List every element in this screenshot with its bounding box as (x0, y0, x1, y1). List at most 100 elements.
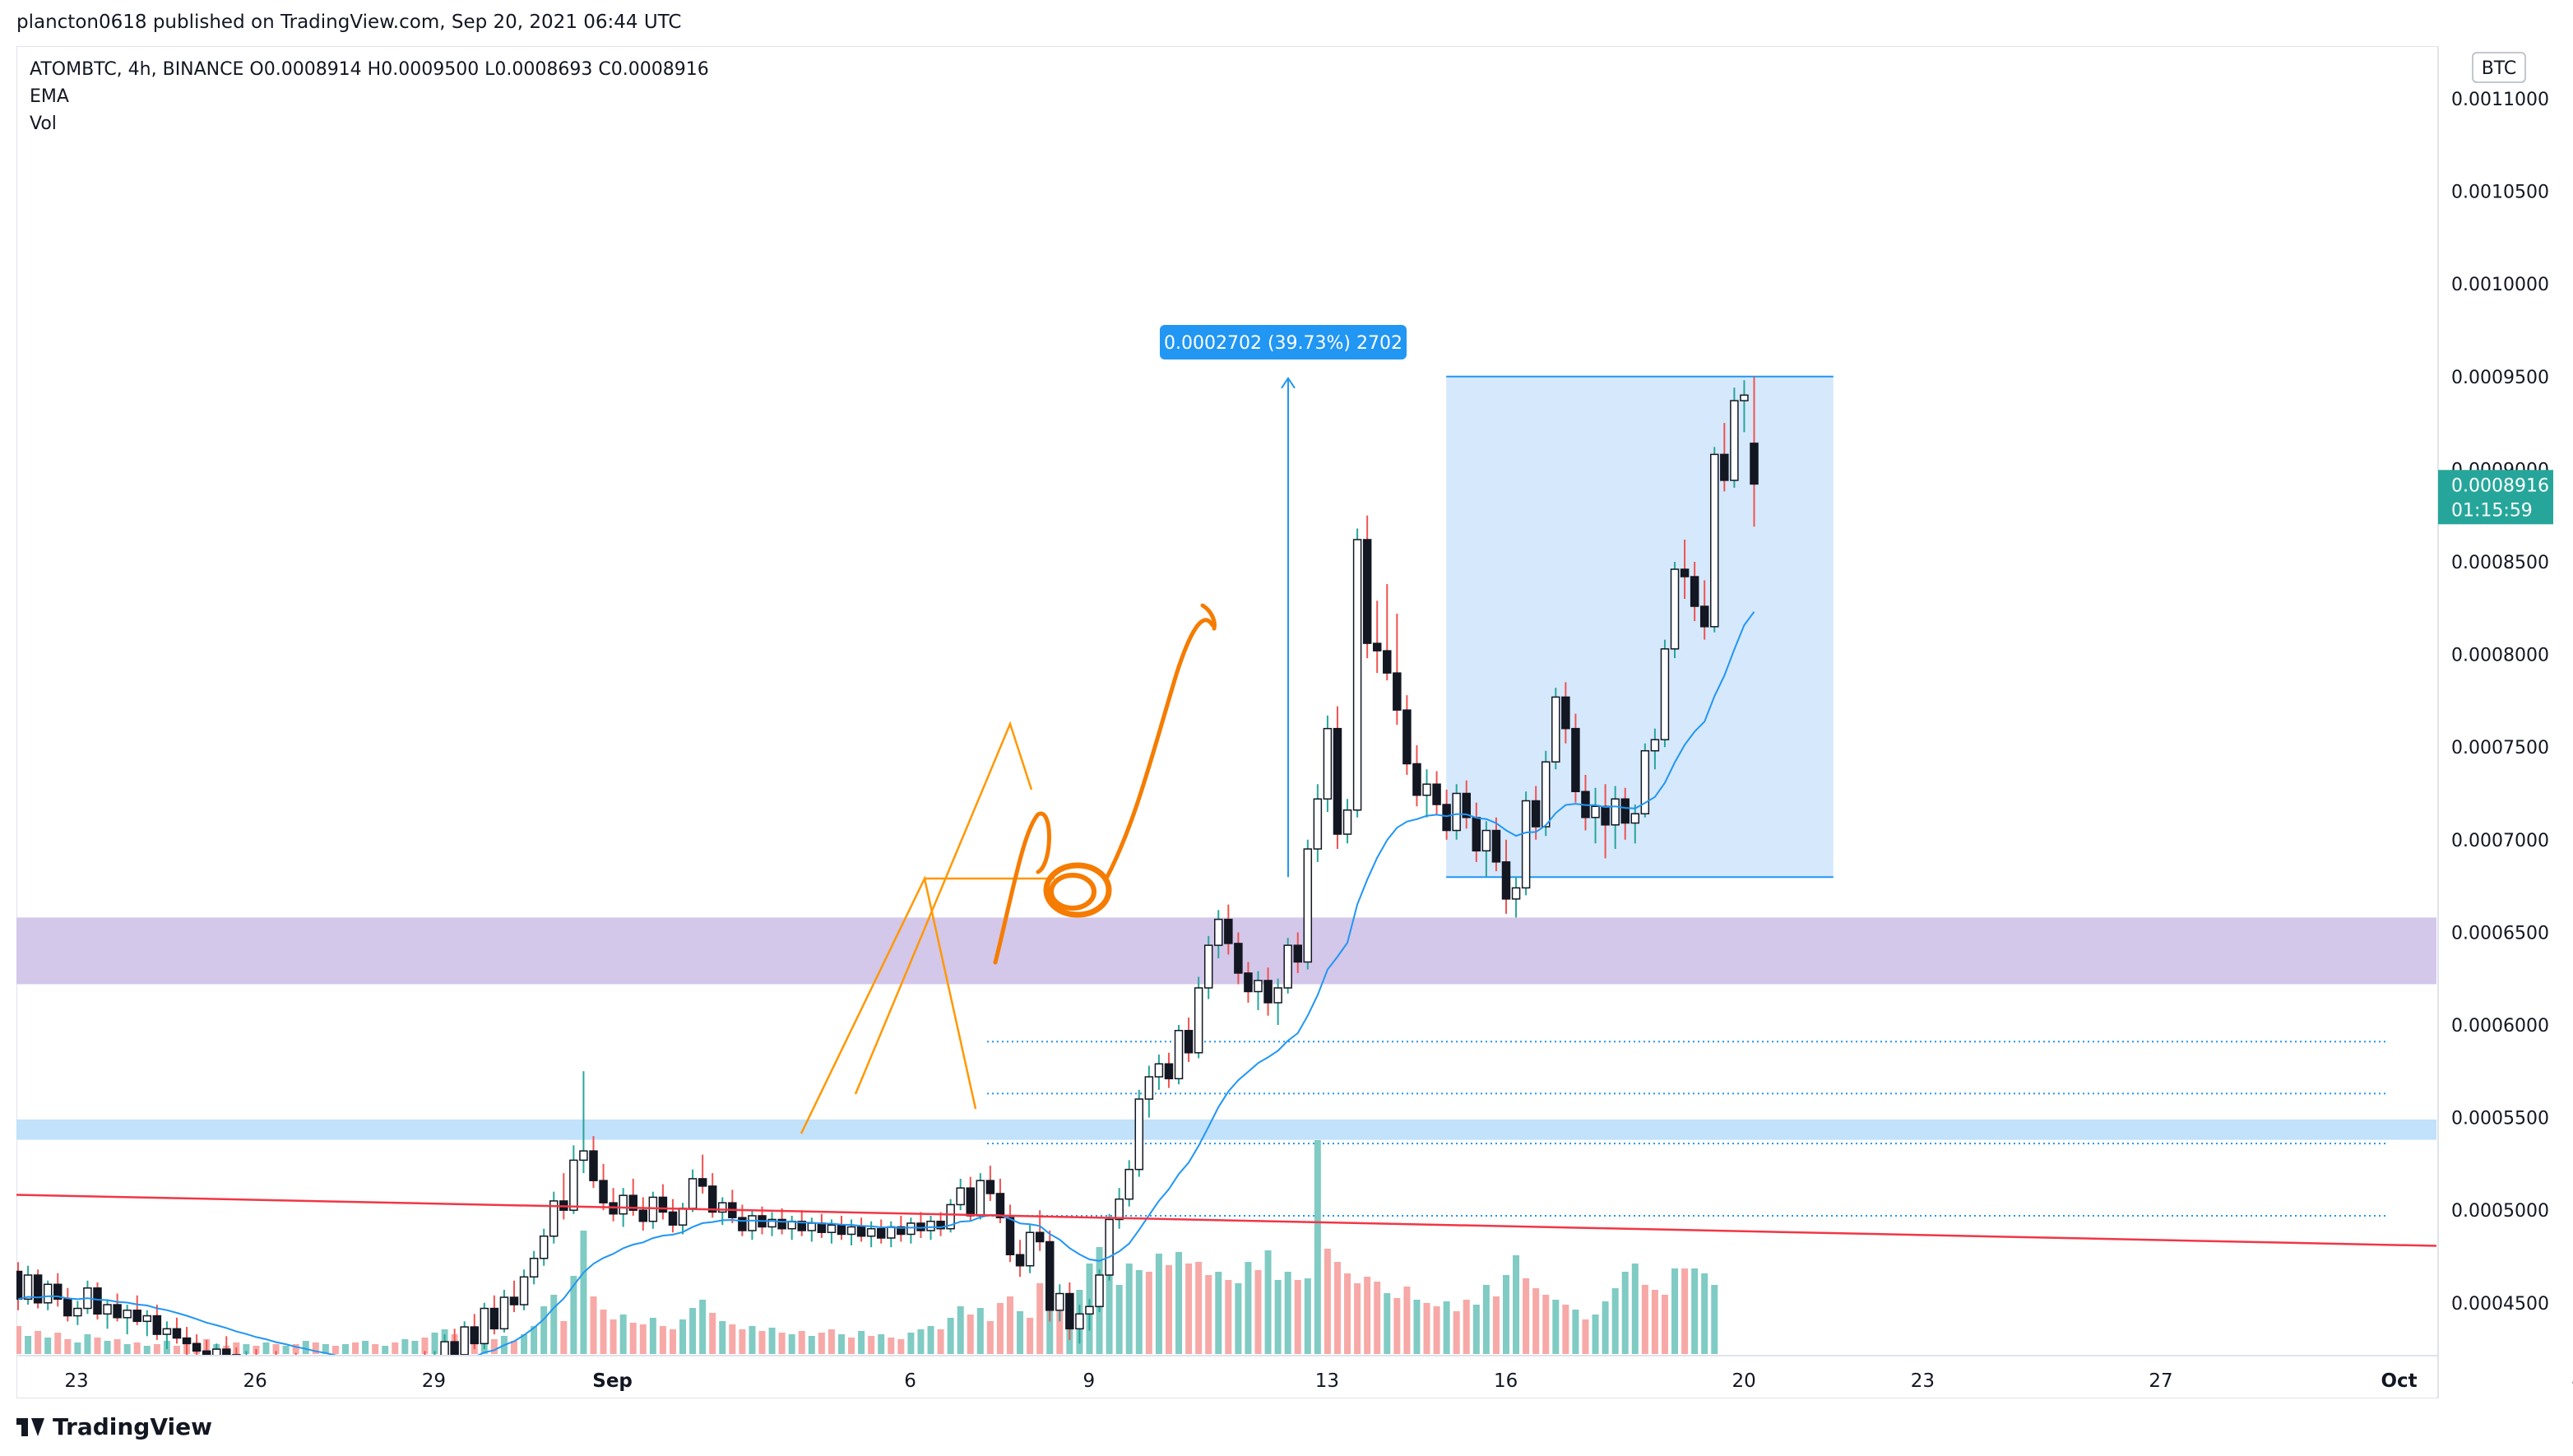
candle (529, 1250, 539, 1285)
candle-body (1710, 453, 1719, 628)
volume-bar (262, 1342, 270, 1354)
candle-body (43, 1283, 53, 1304)
candle (1025, 1225, 1035, 1273)
candle (728, 1189, 737, 1223)
candle-body (1501, 861, 1511, 900)
candle (1699, 580, 1709, 640)
currency-badge-text: BTC (2482, 58, 2517, 79)
candle-body (499, 1296, 509, 1330)
candle-body (887, 1226, 896, 1239)
volume-indicator-label[interactable]: Vol (30, 114, 57, 134)
candle-body (1591, 805, 1600, 818)
candle-body (23, 1274, 33, 1301)
candle-body (1124, 1168, 1134, 1200)
volume-bar (709, 1313, 716, 1354)
volume-bar (1324, 1249, 1331, 1354)
orange-circle (1043, 862, 1112, 918)
volume-bar (1185, 1264, 1193, 1354)
candle-body (1660, 648, 1670, 740)
candle-body (1630, 813, 1640, 824)
x-tick-label: 26 (243, 1370, 267, 1392)
candle (1362, 515, 1372, 659)
candle-body (243, 1358, 250, 1364)
candle (698, 1154, 707, 1194)
volume-bar (1492, 1296, 1500, 1354)
candle (253, 1349, 260, 1366)
volume-bar (629, 1323, 637, 1354)
candle-body (1263, 980, 1273, 1004)
volume-bar (976, 1308, 984, 1354)
candle-body (460, 1326, 469, 1356)
candle (519, 1269, 529, 1310)
volume-bar (1602, 1301, 1609, 1354)
candle-body (470, 1326, 480, 1345)
candle-body (352, 1371, 359, 1379)
candle (33, 1269, 43, 1309)
candle-body (1065, 1292, 1074, 1330)
candle-body (192, 1342, 202, 1352)
ema-line (17, 611, 1755, 1356)
volume-bar (1631, 1264, 1639, 1354)
candle-body (1342, 809, 1352, 835)
volume-bar (659, 1326, 666, 1354)
orange-wedge-right (854, 721, 1033, 1095)
candle-body (202, 1350, 211, 1356)
candle (559, 1173, 568, 1220)
volume-bar (570, 1276, 577, 1354)
volume-bar (649, 1318, 656, 1354)
volume-bar (1155, 1254, 1162, 1354)
volume-bar (35, 1331, 42, 1354)
candle-body (1452, 792, 1461, 832)
volume-bar (352, 1342, 359, 1354)
volume-bar (1017, 1311, 1024, 1354)
candle (1422, 769, 1431, 818)
candle-body (63, 1298, 72, 1317)
tradingview-footer[interactable]: TradingView (16, 1413, 212, 1440)
orange-circle-inner (1049, 873, 1096, 911)
candle-body (182, 1337, 192, 1345)
candle (302, 1362, 309, 1389)
candle (1442, 789, 1451, 840)
candle (1561, 682, 1570, 744)
candle-body (1055, 1292, 1064, 1311)
candle (352, 1361, 359, 1384)
candle-body (946, 1203, 955, 1230)
volume-bar (173, 1346, 180, 1354)
candle-body (658, 1196, 668, 1213)
candle-body (362, 1373, 369, 1379)
volume-bar (84, 1334, 91, 1354)
candle (322, 1366, 329, 1389)
y-tick-label: 0.0005500 (2451, 1109, 2549, 1129)
candle (1154, 1055, 1164, 1090)
candle (837, 1215, 846, 1240)
volume-bar (600, 1310, 607, 1354)
volume-bar (1433, 1306, 1440, 1354)
ema-indicator-label[interactable]: EMA (30, 86, 69, 107)
orange-forecast-arrow (1105, 618, 1215, 879)
candle (1740, 380, 1749, 433)
candle-body (628, 1194, 637, 1211)
volume-bar (1046, 1305, 1054, 1354)
volume-bar (610, 1319, 617, 1354)
volume-bar (382, 1346, 389, 1354)
symbol-ohlc-line[interactable]: ATOMBTC, 4h, BINANCE O0.0008914 H0.00095… (30, 59, 709, 80)
candle (1254, 971, 1263, 1010)
candle (401, 1366, 409, 1392)
candle (579, 1071, 588, 1174)
candle-body (1025, 1231, 1035, 1267)
volume-bar (1671, 1268, 1679, 1354)
volume-bar (431, 1333, 438, 1354)
measure-box (1446, 376, 1834, 878)
candle-body (1422, 783, 1431, 796)
candle (440, 1334, 449, 1356)
volume-bar (123, 1344, 131, 1354)
candle-body (253, 1358, 260, 1366)
candle-body (1412, 763, 1421, 796)
x-tick-label: 23 (64, 1370, 88, 1392)
measure-arrow-head (1281, 376, 1296, 389)
candle (1383, 584, 1392, 681)
candle-body (1194, 987, 1203, 1054)
volume-bar (1036, 1283, 1044, 1354)
candle (1640, 743, 1650, 818)
